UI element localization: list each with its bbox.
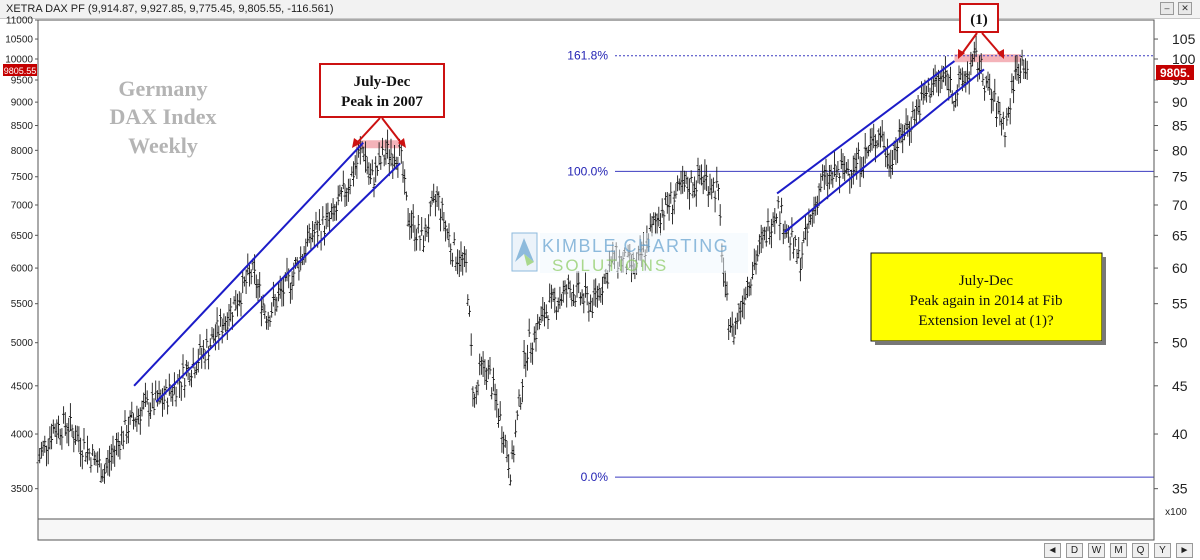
y-right-tick-label: 45 [1172,378,1188,394]
last-price-right-value: 9805. [1160,66,1190,80]
time-axis [37,518,1155,541]
y-right-tick-label: 55 [1172,296,1188,312]
y-right-tick-label: 85 [1172,118,1188,134]
fib-level-label: 0.0% [581,470,609,484]
y-left-tick-label: 6500 [11,231,34,242]
y-left-tick-label: 11000 [6,16,34,27]
y-right-tick-label: 40 [1172,426,1188,442]
y-right-tick-label: 105 [1172,31,1196,47]
timeframe-month-button[interactable]: M [1110,543,1127,558]
last-price-tag-right: 9805. [1156,65,1194,80]
channel-line [133,142,364,387]
callout-2014: July-Dec Peak again in 2014 at Fib Exten… [870,252,1106,345]
peak-zone [954,54,1021,63]
y-left-tick-label: 8500 [11,121,34,132]
y-left-tick-label: 5500 [11,299,34,310]
y-left-tick-label: 6000 [11,264,34,275]
peak-zone [355,140,401,149]
timeframe-day-button[interactable]: D [1066,543,1083,558]
chart-title-annotation: Germany DAX Index Weekly [110,76,217,158]
title-line: DAX Index [110,104,217,129]
y-right-tick-label: 65 [1172,227,1188,243]
minimize-button[interactable]: – [1160,2,1174,15]
fib-level-label: 100.0% [567,164,608,178]
annotation-line: (1) [970,12,988,28]
channel-line [155,162,401,403]
y-left-tick-label: 10500 [5,35,33,46]
y-left-tick-label: 8000 [11,146,34,157]
scale-multiplier: x100 [1165,507,1187,518]
close-button[interactable]: ✕ [1178,2,1192,15]
window-title: XETRA DAX PF (9,914.87, 9,927.85, 9,775.… [6,3,334,15]
timeframe-toolbar: ◄ D W M Q Y ► [1040,541,1200,560]
annotation-line: July-Dec [354,74,411,90]
callout-line: July-Dec [959,273,1013,289]
y-left-tick-label: 5000 [11,338,34,349]
y-right-tick-label: 60 [1172,260,1188,276]
annotation-line: Peak in 2007 [341,94,423,110]
y-left-tick-label: 9500 [11,76,34,87]
last-price-left-value: 9805.55 [4,66,37,76]
peak-2007-arrows [352,117,406,148]
y-left-tick-label: 7000 [11,200,34,211]
y-left-tick-label: 4000 [11,430,34,441]
y-left-tick-label: 4500 [11,381,34,392]
callout-line: Extension level at (1)? [918,313,1054,329]
timeframe-week-button[interactable]: W [1088,543,1105,558]
timeframe-year-button[interactable]: Y [1154,543,1171,558]
y-right-tick-label: 50 [1172,335,1188,351]
channel-line [783,68,985,233]
y-right-tick-label: 80 [1172,142,1188,158]
y-right-tick-label: 75 [1172,169,1188,185]
watermark-line: KIMBLE CHARTING [542,236,729,256]
y-left-tick-label: 10000 [5,55,33,66]
peak-2007-annotation: July-Dec Peak in 2007 [319,63,445,148]
callout-line: Peak again in 2014 at Fib [910,293,1063,309]
point-1-box [959,3,999,33]
callout-box [870,252,1103,342]
y-right-tick-label: 90 [1172,94,1188,110]
watermark-line: SOLUTIONS [552,256,668,275]
y-left-tick-label: 9000 [11,98,34,109]
y-left-tick-label: 3500 [11,484,34,495]
timeframe-quarter-button[interactable]: Q [1132,543,1149,558]
y-right-tick-label: 100 [1172,51,1196,67]
y-left-tick-label: 7500 [11,172,34,183]
kimble-logo-icon [511,232,538,272]
y-right-tick-label: 35 [1172,481,1188,497]
scroll-right-button[interactable]: ► [1176,543,1193,558]
fib-level-label: 161.8% [567,49,608,63]
point-1-arrows [958,32,1004,59]
last-price-tag-left: 9805.55 [3,64,37,76]
window-titlebar: XETRA DAX PF (9,914.87, 9,927.85, 9,775.… [0,0,1200,19]
scroll-left-button[interactable]: ◄ [1044,543,1061,558]
fib-point-1-annotation: (1) [958,3,1004,59]
channel-line [776,60,956,195]
title-line: Weekly [128,133,198,158]
y-right-tick-label: 70 [1172,197,1188,213]
title-line: Germany [118,76,207,101]
peak-2007-box [319,63,445,118]
kimble-watermark: KIMBLE CHARTING SOLUTIONS [511,232,748,275]
